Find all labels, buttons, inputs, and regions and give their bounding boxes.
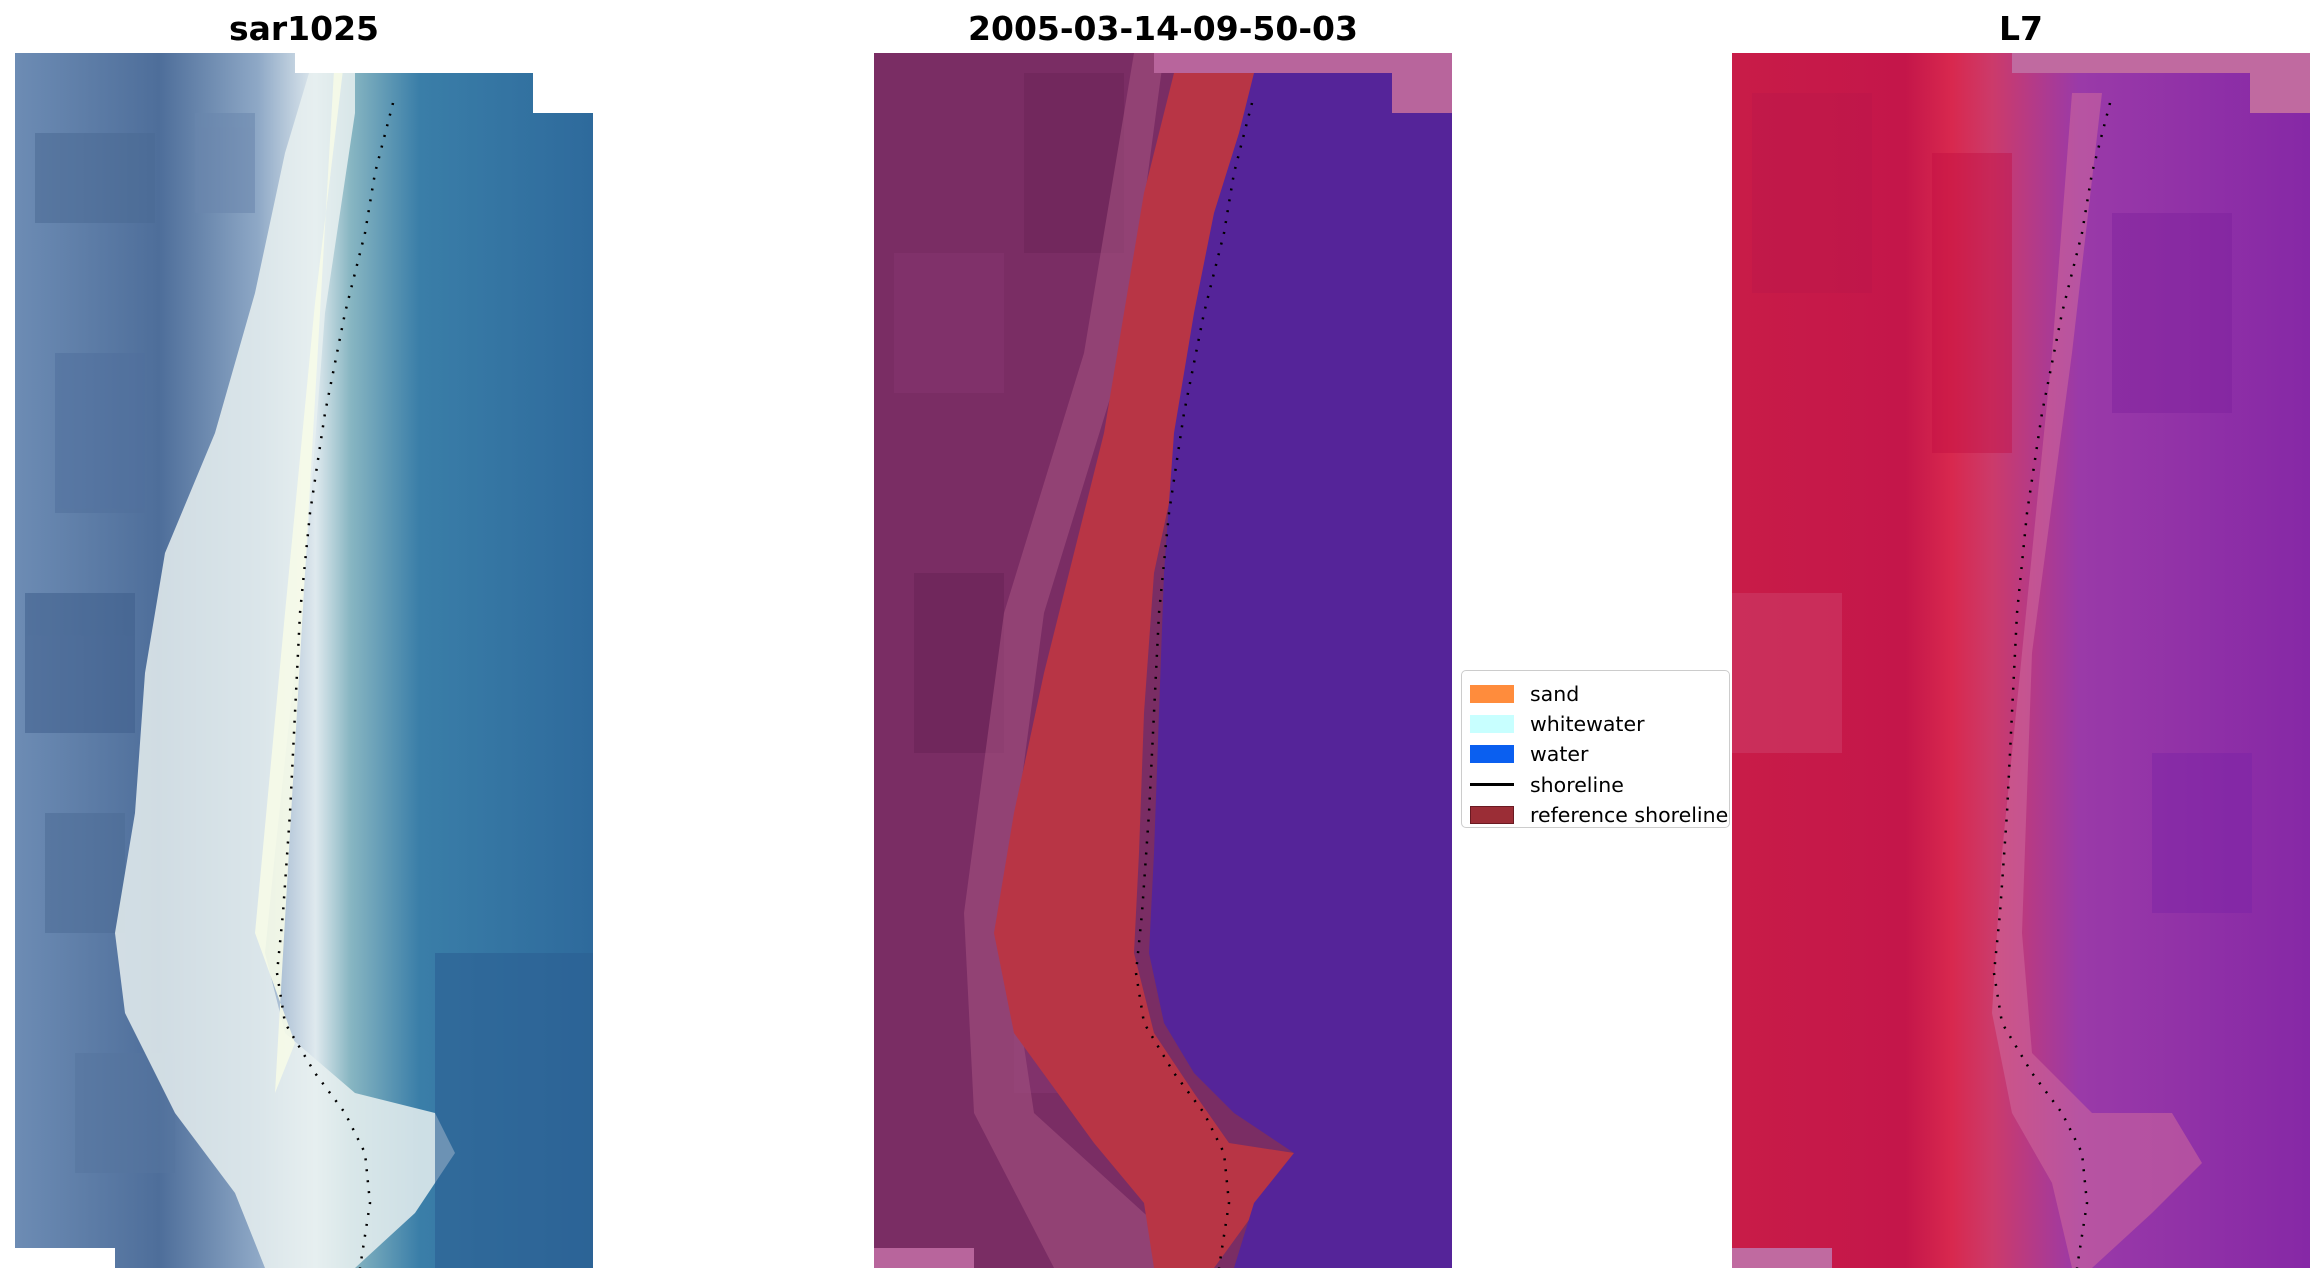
nodata-corner <box>533 53 593 113</box>
classification-image <box>874 53 1452 1268</box>
legend-swatch-water <box>1470 745 1514 764</box>
index-corner-top <box>2012 53 2310 73</box>
index-corner-bottom <box>1732 1248 1832 1268</box>
index-texture <box>1732 93 2252 913</box>
class-corner-bottom <box>874 1248 974 1268</box>
legend-swatch-shoreline <box>1470 783 1514 787</box>
class-band <box>994 73 1294 1268</box>
legend-item-water: water <box>1470 739 1729 769</box>
class-corner-top <box>1154 53 1452 73</box>
index-surf <box>1992 93 2202 1268</box>
legend-item-whitewater: whitewater <box>1470 709 1729 739</box>
legend-label: water <box>1530 742 1589 767</box>
legend-label: sand <box>1530 682 1580 707</box>
water-shade <box>435 953 593 1268</box>
rgb-image <box>15 53 593 1268</box>
classification-panel <box>874 53 1452 1268</box>
surf-highlight <box>255 53 345 1093</box>
legend-swatch-whitewater <box>1470 715 1514 734</box>
legend-item-reference-shoreline: reference shoreline <box>1470 800 1729 830</box>
shoreline-dots <box>275 102 395 1268</box>
legend: sand whitewater water shoreline referenc… <box>1461 670 1730 828</box>
nodata-bottom <box>15 1248 115 1268</box>
panel-title-index: L7 <box>1999 9 2043 48</box>
legend-label: shoreline <box>1530 772 1624 797</box>
class-water <box>1149 73 1452 1268</box>
rgb-image-panel <box>15 53 593 1268</box>
index-image <box>1732 53 2310 1268</box>
class-transition <box>964 53 1204 1268</box>
land-texture <box>25 113 255 1173</box>
legend-label: reference shoreline <box>1530 802 1729 827</box>
legend-swatch-reference-shoreline <box>1470 805 1514 824</box>
shoreline-dots <box>1992 102 2112 1268</box>
legend-label: whitewater <box>1530 712 1645 737</box>
legend-swatch-sand <box>1470 685 1514 704</box>
panel-title-rgb: sar1025 <box>228 9 380 48</box>
panel-title-classification: 2005-03-14-09-50-03 <box>968 9 1358 48</box>
index-corner-right <box>2250 73 2310 113</box>
index-panel <box>1732 53 2310 1268</box>
nodata-top <box>295 53 533 73</box>
shoreline-dots <box>1134 102 1254 1268</box>
legend-item-sand: sand <box>1470 679 1729 709</box>
legend-item-shoreline: shoreline <box>1470 770 1729 800</box>
class-corner-right <box>1392 73 1452 113</box>
